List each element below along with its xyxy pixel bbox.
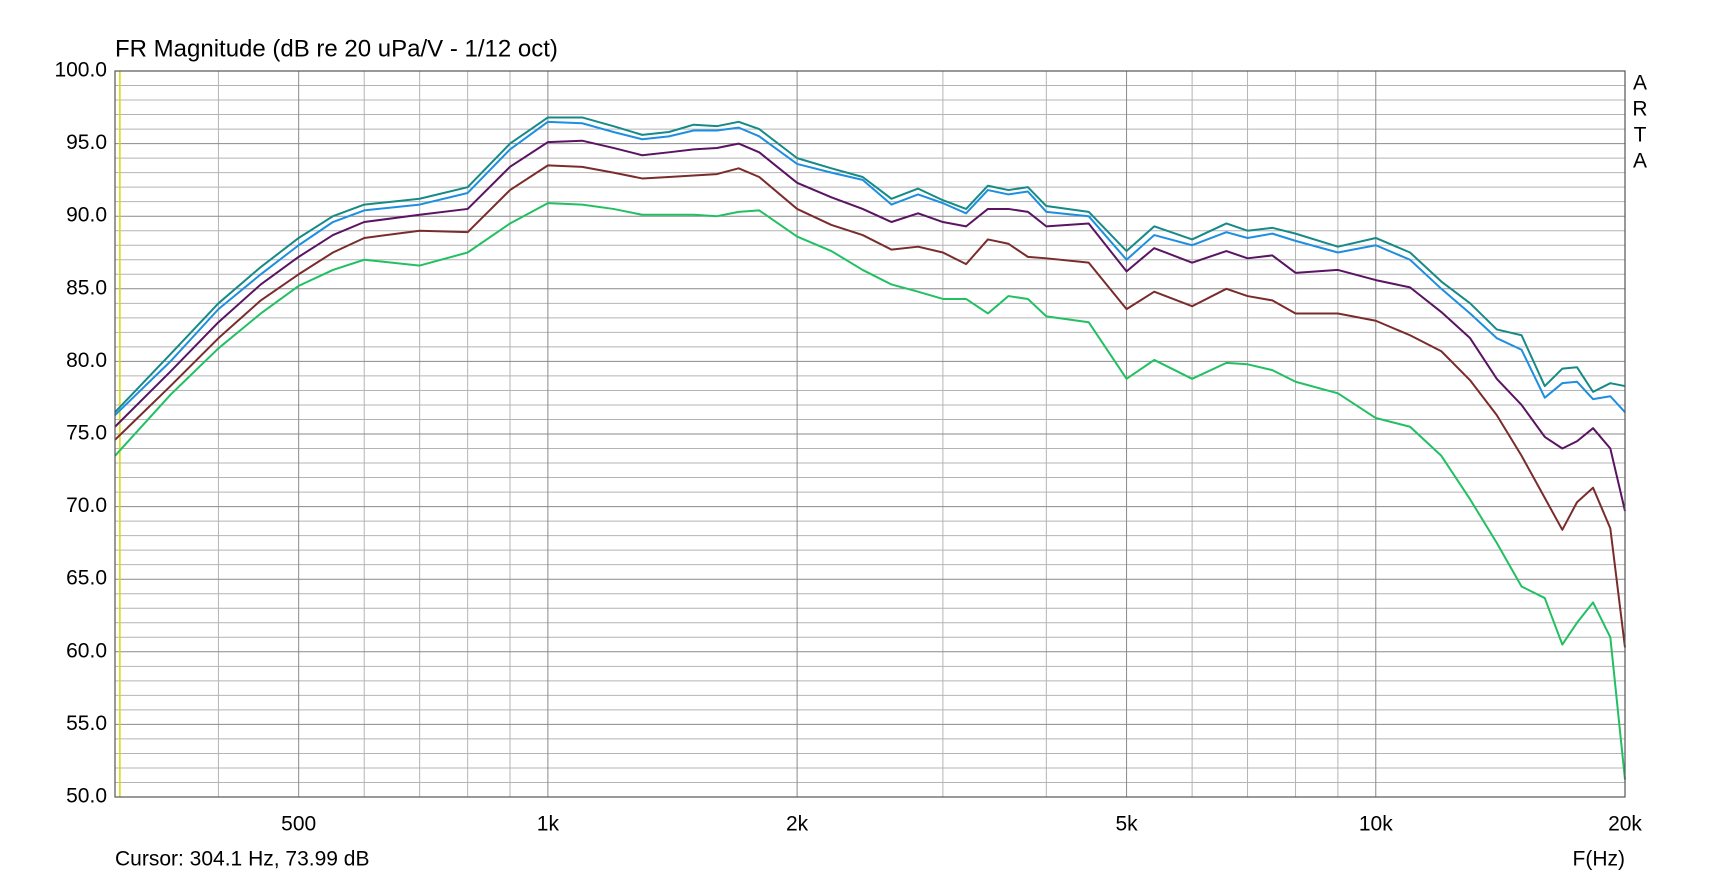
cursor-readout: Cursor: 304.1 Hz, 73.99 dB (115, 848, 369, 871)
x-tick-label: 5k (1115, 813, 1138, 836)
response-curve (114, 139, 1626, 512)
y-tick-label: 60.0 (66, 639, 107, 662)
y-tick-label: 55.0 (66, 712, 107, 735)
response-curve (114, 164, 1626, 648)
y-tick-label: 65.0 (66, 567, 107, 590)
y-tick-label: 50.0 (66, 785, 107, 808)
curves (114, 116, 1626, 780)
y-tick-label: 70.0 (66, 494, 107, 517)
response-curve (114, 202, 1626, 780)
response-curve (114, 116, 1626, 413)
x-tick-label: 20k (1608, 813, 1642, 836)
y-tick-label: 95.0 (66, 131, 107, 154)
side-label: T (1634, 124, 1647, 147)
plot-frame (114, 70, 1626, 798)
side-label: A (1633, 72, 1647, 95)
x-tick-label: 10k (1359, 813, 1393, 836)
x-tick-label: 1k (537, 813, 560, 836)
y-tick-label: 75.0 (66, 422, 107, 445)
x-axis-label: F(Hz) (1573, 848, 1625, 871)
y-tick-label: 100.0 (54, 59, 107, 82)
x-tick-label: 500 (281, 813, 316, 836)
chart-title: FR Magnitude (dB re 20 uPa/V - 1/12 oct) (115, 35, 558, 62)
side-label: R (1632, 98, 1647, 121)
grid (115, 70, 1626, 798)
side-label: A (1633, 150, 1647, 173)
response-curve (114, 120, 1626, 416)
y-tick-label: 80.0 (66, 349, 107, 372)
y-tick-label: 85.0 (66, 276, 107, 299)
y-tick-label: 90.0 (66, 204, 107, 227)
x-tick-label: 2k (786, 813, 809, 836)
